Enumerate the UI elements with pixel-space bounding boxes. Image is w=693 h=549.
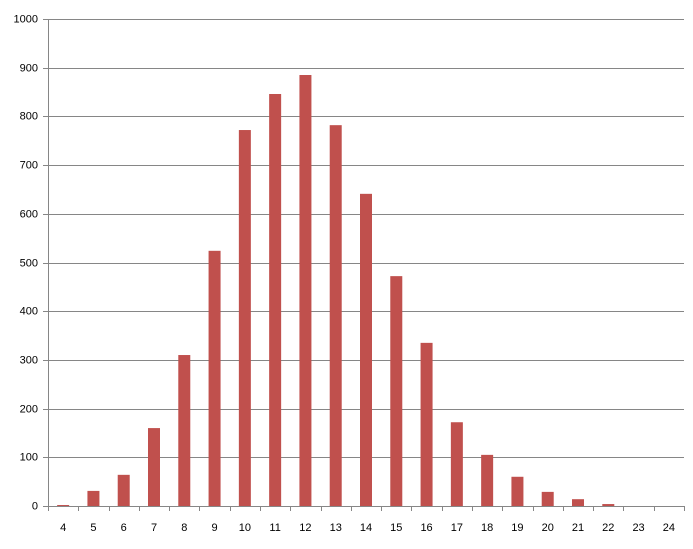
- bar: [148, 428, 160, 506]
- x-tick-label: 6: [121, 522, 127, 534]
- bar: [269, 93, 282, 507]
- bar: [420, 342, 433, 506]
- y-tick-label: 800: [20, 110, 38, 122]
- bar: [299, 75, 312, 506]
- bar: [87, 490, 100, 506]
- x-tick-label: 24: [663, 522, 675, 534]
- bar: [602, 504, 615, 506]
- bar: [390, 276, 403, 506]
- x-tick-label: 18: [481, 522, 493, 534]
- x-tick-label: 5: [90, 522, 96, 534]
- x-tick-label: 21: [572, 522, 584, 534]
- x-tick-label: 12: [299, 522, 311, 534]
- y-tick-label: 900: [20, 62, 38, 74]
- x-tick-label: 7: [151, 522, 157, 534]
- bar: [208, 250, 221, 506]
- bar: [329, 125, 342, 506]
- y-tick-label: 600: [20, 208, 38, 220]
- bar: [57, 505, 70, 506]
- x-tick-label: 16: [420, 522, 432, 534]
- y-tick-label: 200: [20, 403, 38, 415]
- x-tick-label: 9: [212, 522, 218, 534]
- x-tick-label: 22: [602, 522, 614, 534]
- y-tick-label: 1000: [14, 13, 38, 25]
- x-tick-label: 20: [542, 522, 554, 534]
- x-tick-label: 23: [632, 522, 644, 534]
- bar: [541, 491, 554, 506]
- y-tick-label: 100: [20, 451, 38, 463]
- bar: [117, 474, 130, 506]
- x-tick-label: 19: [511, 522, 523, 534]
- x-tick-label: 4: [60, 522, 66, 534]
- y-tick-label: 700: [20, 159, 38, 171]
- y-tick-label: 500: [20, 257, 38, 269]
- bar: [450, 422, 463, 506]
- bar: [481, 454, 494, 506]
- x-tick-label: 15: [390, 522, 402, 534]
- y-tick-label: 300: [20, 354, 38, 366]
- x-tick-label: 11: [269, 522, 280, 534]
- bar: [511, 476, 524, 506]
- bar: [178, 355, 191, 506]
- x-tick-label: 10: [239, 522, 251, 534]
- x-tick-label: 14: [360, 522, 372, 534]
- bar: [572, 499, 584, 506]
- bar: [360, 193, 372, 506]
- x-tick-label: 13: [330, 522, 342, 534]
- y-tick-label: 400: [20, 305, 38, 317]
- y-tick-label: 0: [32, 500, 38, 512]
- bar: [238, 130, 251, 506]
- x-tick-label: 8: [181, 522, 187, 534]
- x-tick-label: 17: [451, 522, 463, 534]
